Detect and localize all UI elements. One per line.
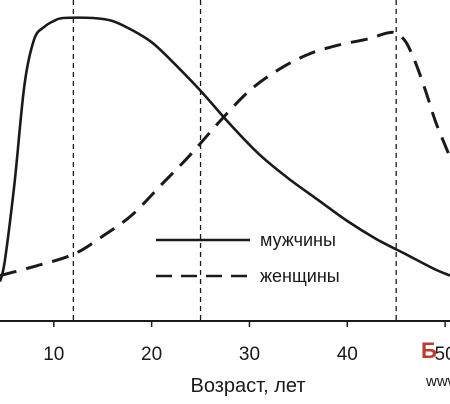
watermark-text: www <box>425 373 450 390</box>
x-tick-label: 50 <box>435 344 450 365</box>
x-axis-title: Возраст, лет <box>191 375 306 397</box>
series-lines <box>0 16 450 282</box>
x-tick-label: 40 <box>337 344 358 365</box>
x-tick-labels: 10 20 30 40 50 <box>43 344 450 365</box>
x-tick-label: 20 <box>141 344 162 365</box>
x-tick-label: 30 <box>239 344 260 365</box>
series-line-women <box>0 30 450 278</box>
watermark: Б www <box>421 338 450 390</box>
legend-label-men: мужчины <box>260 230 336 250</box>
series-line-men <box>0 16 450 282</box>
x-axis <box>0 320 450 327</box>
reference-lines <box>72 0 397 321</box>
legend-label-women: женщины <box>260 266 340 286</box>
legend: мужчины женщины <box>156 230 340 286</box>
x-tick-label: 10 <box>43 344 64 365</box>
watermark-letter: Б <box>421 338 437 363</box>
